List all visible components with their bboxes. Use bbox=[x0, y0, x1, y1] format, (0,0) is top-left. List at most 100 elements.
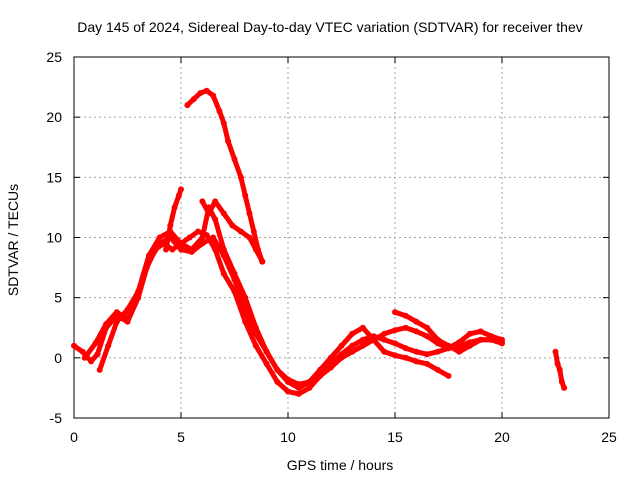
data-point bbox=[156, 234, 163, 241]
data-point bbox=[274, 378, 281, 385]
data-point bbox=[252, 324, 259, 331]
series-track-4 bbox=[163, 186, 184, 253]
data-point bbox=[392, 309, 398, 316]
series-track-8 bbox=[552, 348, 568, 391]
data-point bbox=[231, 270, 238, 277]
data-point bbox=[424, 351, 431, 358]
data-point bbox=[477, 328, 484, 335]
data-point bbox=[229, 222, 236, 229]
y-tick-label: 25 bbox=[46, 49, 62, 65]
data-point bbox=[359, 336, 366, 343]
data-point bbox=[338, 342, 345, 349]
data-point bbox=[163, 246, 169, 253]
data-point bbox=[349, 330, 356, 337]
data-point bbox=[554, 360, 561, 367]
series-line bbox=[82, 235, 505, 387]
data-point bbox=[456, 339, 463, 346]
data-point bbox=[216, 108, 223, 115]
data-point bbox=[175, 192, 182, 199]
data-point bbox=[402, 324, 409, 331]
data-point bbox=[359, 342, 366, 349]
data-point bbox=[210, 234, 217, 241]
data-point bbox=[171, 204, 178, 211]
data-point bbox=[210, 92, 217, 99]
data-point bbox=[178, 186, 184, 193]
data-point bbox=[413, 348, 420, 355]
x-tick-label: 0 bbox=[70, 429, 78, 445]
data-point bbox=[424, 324, 431, 331]
series-track-6 bbox=[184, 87, 266, 265]
y-tick-label: 0 bbox=[54, 350, 62, 366]
data-point bbox=[220, 246, 227, 253]
y-axis-label: SDTVAR / TECUs bbox=[5, 184, 21, 296]
chart-title: Day 145 of 2024, Sidereal Day-to-day VTE… bbox=[77, 19, 583, 35]
data-point bbox=[413, 328, 420, 335]
data-point bbox=[237, 174, 244, 181]
data-point bbox=[466, 330, 473, 337]
data-point bbox=[327, 354, 334, 361]
data-point bbox=[220, 210, 227, 217]
data-point bbox=[456, 348, 463, 355]
data-point bbox=[381, 336, 388, 343]
data-point bbox=[338, 354, 345, 361]
data-point bbox=[246, 210, 253, 217]
data-point bbox=[445, 342, 452, 349]
data-point bbox=[135, 288, 142, 295]
data-point bbox=[103, 321, 110, 328]
data-point bbox=[88, 358, 95, 365]
data-point bbox=[92, 340, 99, 347]
data-point bbox=[434, 348, 441, 355]
data-point bbox=[402, 354, 409, 361]
data-point bbox=[466, 342, 473, 349]
data-point bbox=[199, 198, 206, 205]
data-point bbox=[317, 366, 324, 373]
data-point bbox=[169, 246, 176, 253]
data-point bbox=[205, 210, 212, 217]
data-point bbox=[186, 234, 193, 241]
x-axis-label: GPS time / hours bbox=[287, 457, 394, 473]
data-point bbox=[434, 366, 441, 373]
axis-ticks: 0 5 10 15 20 25 -5 0 5 10 15 20 25 bbox=[46, 49, 617, 445]
data-point bbox=[381, 348, 388, 355]
data-point bbox=[124, 316, 131, 323]
data-point bbox=[242, 192, 249, 199]
data-point bbox=[167, 222, 174, 229]
data-point bbox=[79, 348, 86, 355]
x-tick-label: 5 bbox=[177, 429, 185, 445]
data-series bbox=[71, 87, 568, 397]
series-track-2 bbox=[81, 234, 505, 388]
data-point bbox=[359, 324, 366, 331]
data-point bbox=[477, 336, 484, 343]
data-point bbox=[178, 246, 184, 253]
data-point bbox=[295, 390, 302, 397]
data-point bbox=[220, 270, 227, 277]
y-tick-label: 10 bbox=[46, 230, 62, 246]
data-point bbox=[71, 342, 77, 349]
data-point bbox=[558, 378, 565, 385]
data-point bbox=[252, 342, 259, 349]
data-point bbox=[424, 333, 431, 340]
data-point bbox=[402, 345, 409, 352]
data-point bbox=[188, 246, 195, 253]
data-point bbox=[445, 372, 452, 379]
data-point bbox=[94, 351, 101, 358]
data-point bbox=[552, 348, 559, 355]
data-point bbox=[203, 87, 210, 94]
y-tick-label: 15 bbox=[46, 169, 62, 185]
data-point bbox=[184, 102, 191, 109]
data-point bbox=[225, 138, 232, 145]
data-point bbox=[246, 234, 253, 241]
data-point bbox=[199, 234, 206, 241]
data-point bbox=[413, 358, 420, 365]
data-point bbox=[212, 198, 219, 205]
series-track-3 bbox=[96, 204, 452, 391]
data-point bbox=[285, 388, 291, 395]
data-point bbox=[424, 360, 431, 367]
data-point bbox=[220, 120, 227, 127]
y-tick-label: 20 bbox=[46, 109, 62, 125]
data-point bbox=[255, 246, 261, 253]
x-tick-label: 15 bbox=[387, 429, 403, 445]
data-point bbox=[96, 366, 103, 373]
data-point bbox=[263, 348, 270, 355]
data-point bbox=[231, 156, 238, 163]
